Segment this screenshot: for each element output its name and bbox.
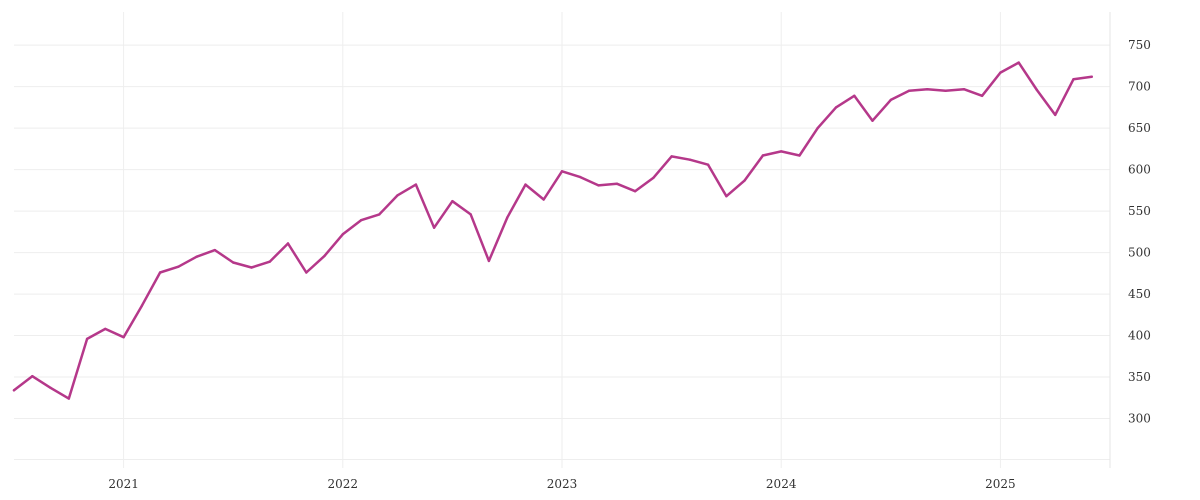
y-tick-label: 400 xyxy=(1128,329,1151,343)
data-point xyxy=(67,397,71,400)
x-axis-tick-labels: 2021 2022 2023 2024 2025 xyxy=(108,477,1015,491)
data-point xyxy=(122,336,125,339)
series-line xyxy=(12,61,1093,400)
data-points xyxy=(12,61,1093,400)
data-point xyxy=(688,158,692,161)
data-point xyxy=(85,337,89,341)
y-axis-tick-labels: 300 350 400 450 500 550 600 650 700 750 xyxy=(1128,38,1151,425)
data-point xyxy=(633,190,637,193)
data-point xyxy=(889,98,892,102)
data-point xyxy=(305,271,308,274)
y-tick-label: 300 xyxy=(1128,412,1151,426)
data-point xyxy=(871,119,874,122)
data-point xyxy=(1090,75,1093,78)
data-point xyxy=(999,71,1002,74)
data-point xyxy=(962,88,966,91)
y-tick-label: 700 xyxy=(1128,80,1151,94)
data-point xyxy=(853,94,856,98)
data-point xyxy=(487,259,491,263)
y-tick-label: 600 xyxy=(1128,163,1151,177)
data-point xyxy=(780,150,783,153)
y-tick-label: 650 xyxy=(1128,121,1151,135)
data-point xyxy=(359,219,363,222)
data-point xyxy=(31,375,34,378)
data-point xyxy=(286,242,290,245)
data-point xyxy=(597,184,600,187)
x-tick-label: 2022 xyxy=(328,477,359,491)
y-tick-label: 450 xyxy=(1128,287,1151,301)
data-point xyxy=(615,182,618,185)
data-point xyxy=(396,194,399,197)
data-point xyxy=(323,254,326,258)
data-point xyxy=(414,183,418,186)
data-point xyxy=(432,226,436,229)
data-point xyxy=(560,170,564,173)
data-point xyxy=(980,94,984,98)
data-point xyxy=(213,248,217,252)
data-point xyxy=(798,154,801,157)
data-point xyxy=(652,176,655,180)
y-tick-label: 750 xyxy=(1128,38,1151,52)
data-point xyxy=(670,155,673,158)
data-point xyxy=(1054,113,1057,117)
x-tick-label: 2024 xyxy=(766,477,797,491)
data-point xyxy=(451,200,454,203)
data-point xyxy=(378,213,381,216)
data-point xyxy=(232,261,235,264)
data-point xyxy=(706,163,710,166)
x-tick-label: 2021 xyxy=(108,477,139,491)
data-point xyxy=(743,179,746,182)
data-point xyxy=(1017,61,1020,64)
data-point xyxy=(761,154,765,157)
x-tick-label: 2025 xyxy=(985,477,1016,491)
x-tick-label: 2023 xyxy=(547,477,578,491)
data-point xyxy=(250,266,253,269)
data-point xyxy=(524,183,527,186)
y-tick-label: 500 xyxy=(1128,246,1151,260)
y-tick-label: 350 xyxy=(1128,370,1151,384)
data-point xyxy=(140,304,144,307)
data-point xyxy=(12,389,16,392)
data-point xyxy=(1035,88,1039,92)
data-point xyxy=(49,386,52,389)
data-point xyxy=(816,126,819,130)
data-point xyxy=(268,260,271,263)
data-point xyxy=(195,255,198,258)
data-point xyxy=(341,233,344,236)
data-point xyxy=(944,89,947,93)
data-point xyxy=(834,106,838,109)
data-point xyxy=(104,327,107,331)
data-point xyxy=(1072,78,1075,81)
x-gridlines xyxy=(123,12,1001,468)
data-point xyxy=(158,271,162,274)
data-point xyxy=(177,265,180,268)
data-point xyxy=(469,213,472,216)
data-point xyxy=(725,195,728,198)
data-point xyxy=(907,89,911,93)
data-point xyxy=(926,88,929,91)
y-tick-label: 550 xyxy=(1128,204,1151,218)
data-point xyxy=(542,198,545,201)
data-point xyxy=(579,175,582,179)
data-point xyxy=(506,216,509,219)
